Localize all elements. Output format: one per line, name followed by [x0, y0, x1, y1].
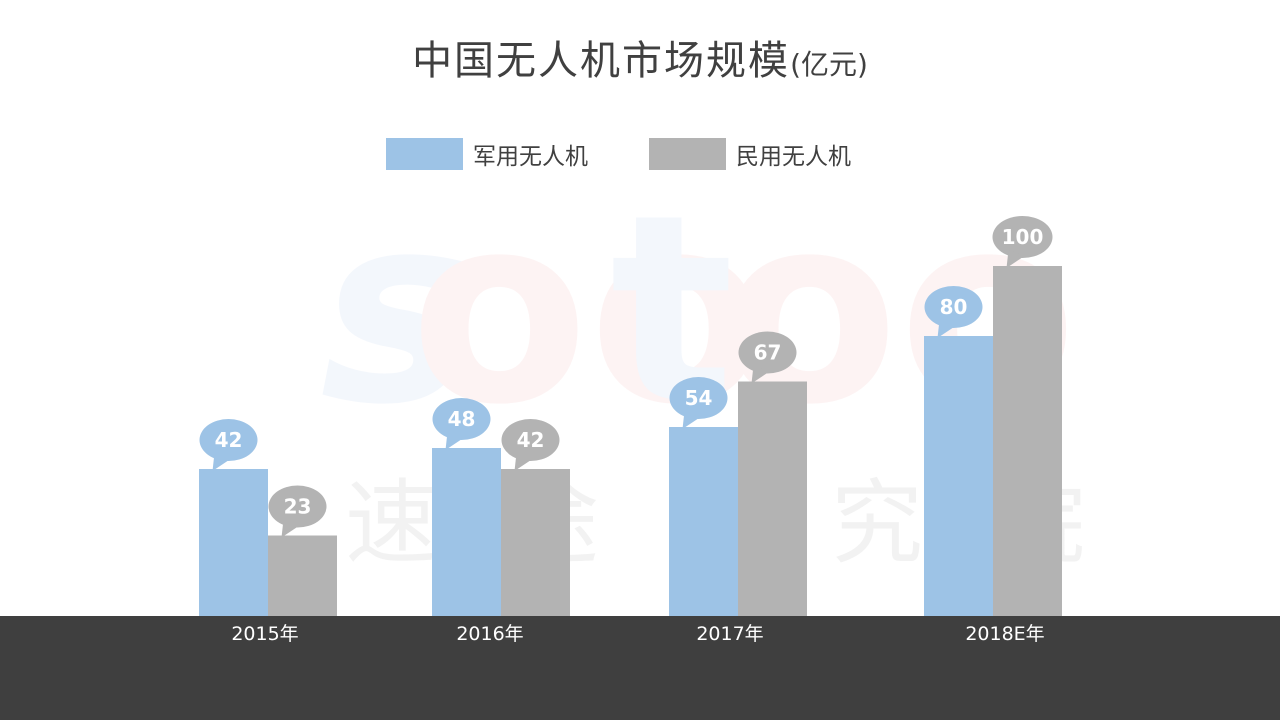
- data-label-military-2: 54: [669, 377, 728, 429]
- data-label-bubble: [199, 419, 258, 461]
- bar-civil-3: [993, 266, 1062, 616]
- data-label-civil-0: 23: [268, 485, 327, 538]
- data-label-bubble: [268, 485, 327, 528]
- data-label-tail: [751, 365, 770, 384]
- data-label-bubble: [432, 398, 491, 440]
- legend-label-civil: 民用无人机: [736, 144, 851, 170]
- legend-item-civil: 民用无人机: [649, 138, 851, 170]
- bar-civil-0: [268, 535, 337, 616]
- bar-military-2: [669, 427, 738, 616]
- data-label-military-3: 80: [924, 286, 983, 338]
- data-label-tail: [682, 411, 701, 429]
- data-label-bubble: [501, 419, 560, 461]
- data-label-text: 23: [284, 495, 312, 519]
- data-label-tail: [445, 432, 464, 450]
- data-label-text: 48: [448, 407, 476, 431]
- footer-band: [0, 616, 1280, 720]
- x-tick-label-2: 2017年: [696, 623, 763, 645]
- data-label-bubble: [992, 216, 1053, 258]
- bar-military-1: [432, 448, 501, 616]
- data-label-text: 67: [754, 341, 782, 365]
- data-label-text: 80: [940, 295, 968, 319]
- bar-military-3: [924, 336, 993, 616]
- data-label-tail: [281, 519, 300, 538]
- bar-military-0: [199, 469, 268, 616]
- data-label-text: 42: [215, 428, 243, 452]
- data-label-military-1: 48: [432, 398, 491, 450]
- x-tick-label-0: 2015年: [231, 623, 298, 645]
- data-label-bubble: [738, 331, 797, 374]
- chart-title-text: 中国无人机市场规模: [412, 38, 791, 84]
- data-label-text: 54: [685, 386, 713, 410]
- data-label-tail: [514, 453, 533, 471]
- chart-title: 中国无人机市场规模(亿元): [0, 28, 1280, 86]
- bar-civil-1: [501, 469, 570, 616]
- legend-item-military: 军用无人机: [386, 138, 588, 170]
- x-tick-label-3: 2018E年: [965, 623, 1044, 645]
- data-label-civil-3: 100: [992, 216, 1053, 268]
- data-label-tail: [1006, 250, 1025, 268]
- data-label-text: 42: [517, 428, 545, 452]
- chart-title-unit: (亿元): [790, 48, 868, 81]
- data-label-text: 100: [1002, 225, 1044, 249]
- data-label-civil-1: 42: [501, 419, 560, 471]
- data-label-tail: [212, 453, 231, 471]
- legend-swatch-civil: [649, 138, 726, 170]
- data-label-bubble: [924, 286, 983, 328]
- x-tick-label-1: 2016年: [456, 623, 523, 645]
- data-label-civil-2: 67: [738, 331, 797, 384]
- data-label-tail: [937, 320, 956, 338]
- legend-swatch-military: [386, 138, 463, 170]
- legend-label-military: 军用无人机: [473, 144, 588, 170]
- data-label-bubble: [669, 377, 728, 419]
- data-label-military-0: 42: [199, 419, 258, 471]
- bar-civil-2: [738, 381, 807, 616]
